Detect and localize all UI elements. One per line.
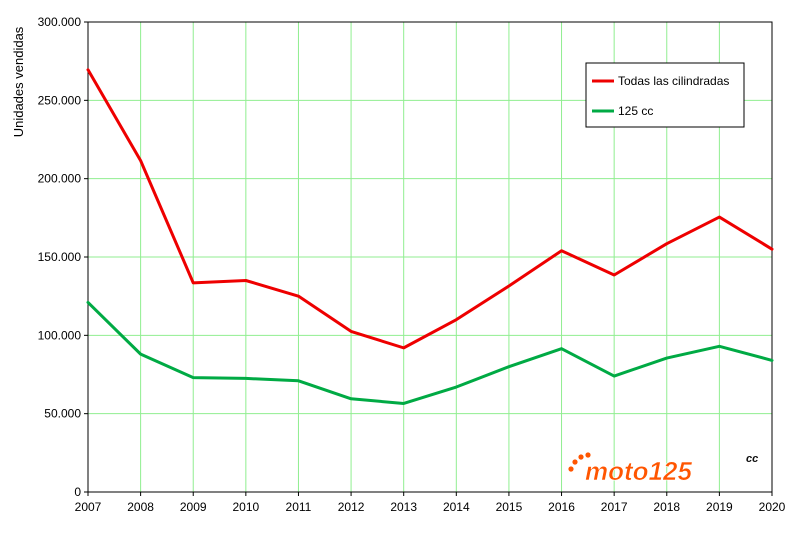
logo-dot-2 [572,459,578,465]
x-tick-label: 2018 [653,500,680,514]
x-tick-label: 2014 [443,500,470,514]
x-tick-label: 2010 [232,500,259,514]
x-tick-label: 2019 [706,500,733,514]
y-tick-label: 0 [74,485,81,499]
legend-label-125cc: 125 cc [618,104,653,118]
y-tick-label: 200.000 [38,172,82,186]
x-tick-label: 2008 [127,500,154,514]
x-tick-label: 2017 [601,500,628,514]
series-line-125cc [86,300,774,405]
y-axis-label: Unidades vendidas [11,26,26,137]
legend-label-todas: Todas las cilindradas [618,74,729,88]
x-tick-label: 2012 [338,500,365,514]
logo-wordmark: moto125 [585,456,692,486]
x-tick-label: 2015 [496,500,523,514]
legend-box [585,62,745,128]
series-line-todas-las-cilindradas [86,68,774,350]
y-tick-label: 250.000 [38,93,82,107]
logo-dot-4 [585,452,591,458]
logo-dot-3 [578,454,584,460]
moto125-logo: moto125 cc [568,452,758,486]
y-tick-label: 100.000 [38,328,82,342]
x-tick-label: 2020 [759,500,786,514]
logo-dot-1 [568,466,574,472]
x-tick-label: 2013 [390,500,417,514]
x-axis-ticks: 2007 2008 2009 2010 2011 2012 2013 2014 2015 2016… [75,492,786,514]
x-tick-label: 2009 [180,500,207,514]
y-axis-ticks: 0 50.000 100.000 150.000 200.000 250.000 300.0… [38,15,88,499]
logo-suffix: cc [746,453,758,465]
y-tick-label: 50.000 [44,407,81,421]
series-lines [86,68,774,405]
legend: Todas las cilindradas 125 cc [585,62,745,128]
y-tick-label: 150.000 [38,250,82,264]
x-tick-label: 2007 [75,500,102,514]
x-tick-label: 2016 [548,500,575,514]
x-tick-label: 2011 [286,500,312,514]
y-tick-label: 300.000 [38,15,82,29]
